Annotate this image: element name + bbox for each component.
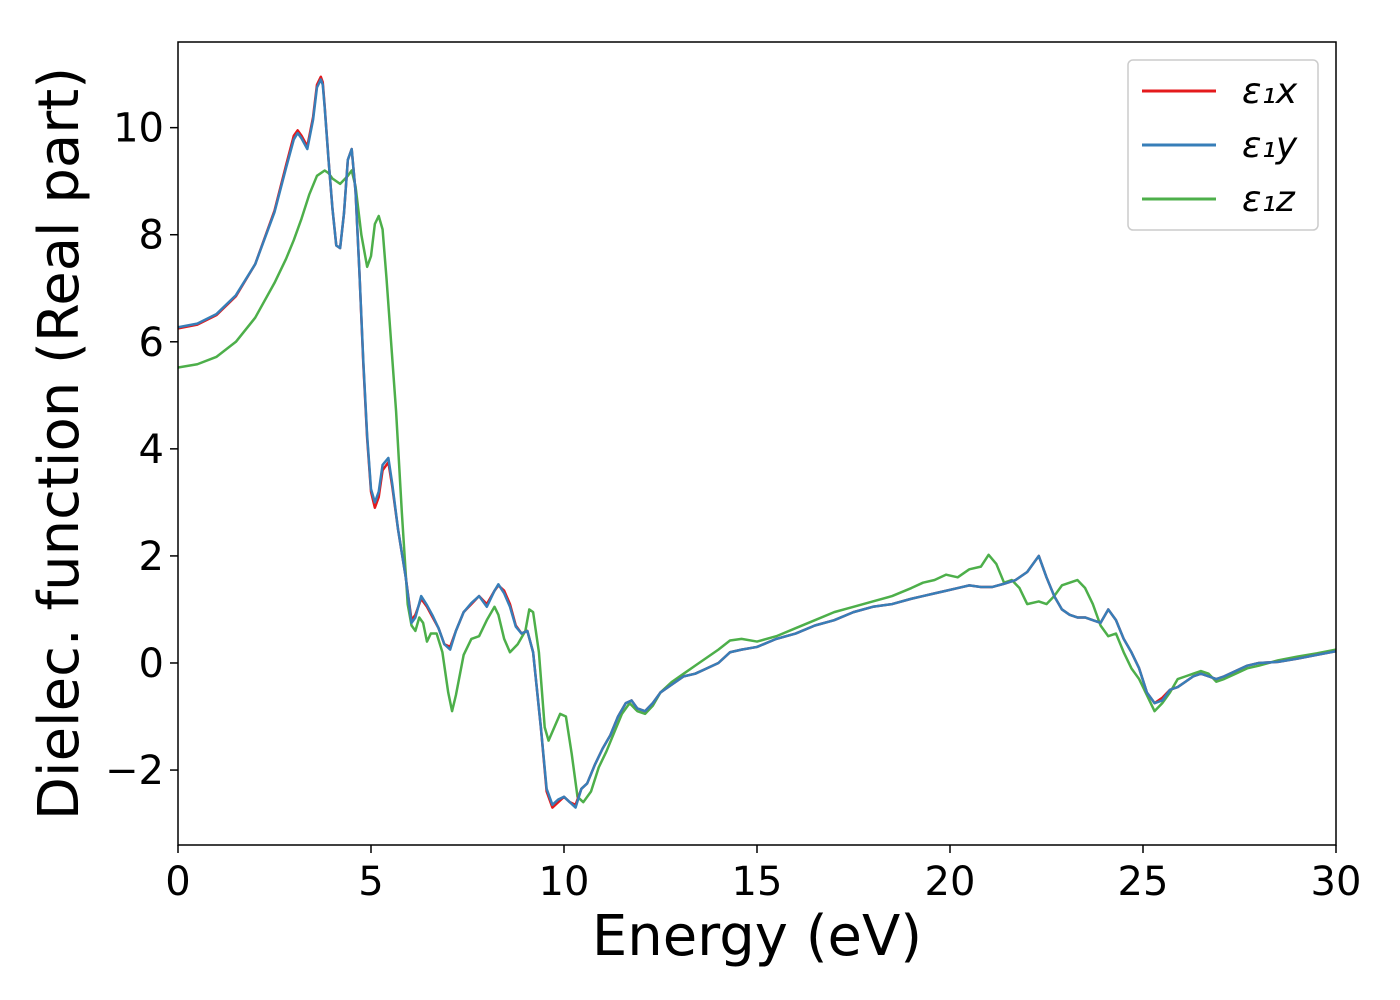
legend-label-2: ε₁y [1242,125,1298,166]
x-tick-label: 5 [358,859,383,905]
x-tick-label: 25 [1118,859,1169,905]
x-tick-label: 15 [732,859,783,905]
legend-box [1127,59,1319,231]
y-tick-label: 6 [139,320,164,366]
x-tick-label: 10 [539,859,590,905]
x-tick-label: 30 [1311,859,1362,905]
legend-label-1: ε₁x [1242,71,1298,112]
x-axis-label: Energy (eV) [592,904,922,969]
y-tick-label: 8 [139,213,164,259]
y-tick-label: −2 [105,748,164,794]
y-tick-label: 2 [139,534,164,580]
y-tick-label: 0 [139,641,164,687]
series-layer [178,75,1336,809]
x-tick-label: 20 [925,859,976,905]
legend-label-3: ε₁z [1242,179,1296,220]
legend: ε₁x ε₁y ε₁z [1127,59,1319,231]
series-line-2 [178,78,1336,809]
y-tick-label: 10 [113,106,164,152]
y-axis-label: Dielec. function (Real part) [27,67,92,820]
y-tick-label: 4 [139,427,164,473]
y-axis-ticks: −2 0 2 4 6 8 10 [105,106,178,794]
x-tick-label: 0 [165,859,190,905]
x-axis-ticks: 0 5 10 15 20 25 30 [165,845,1361,905]
series-line-3 [178,169,1336,804]
